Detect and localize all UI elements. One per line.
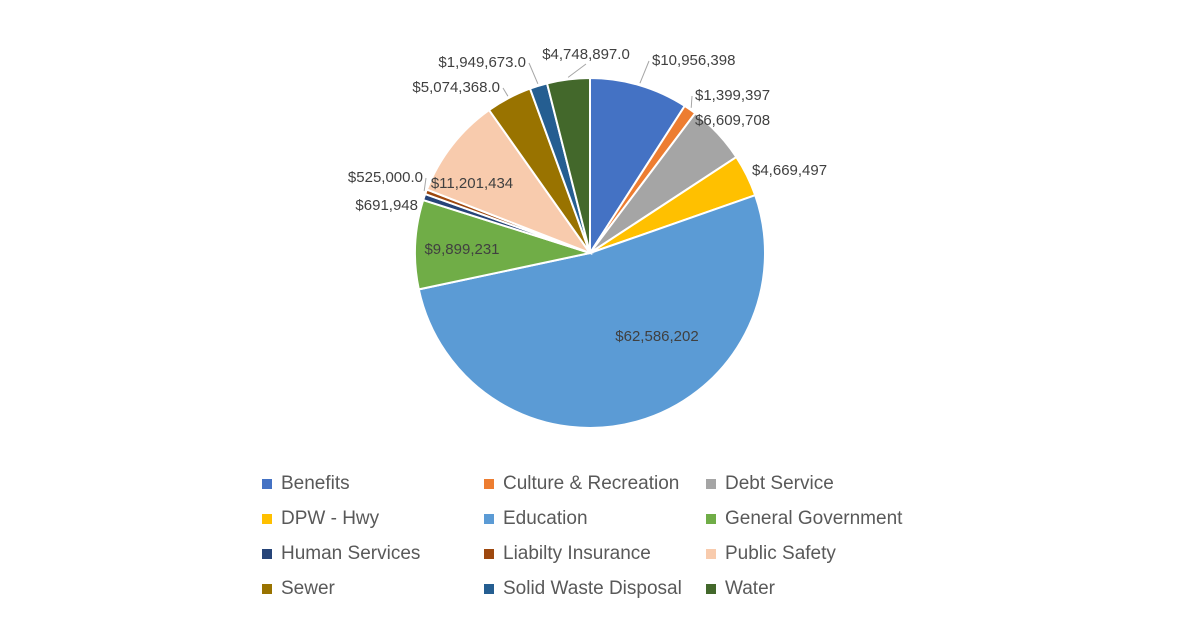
legend-item-liabilty-insurance: Liabilty Insurance [484,542,706,566]
pie-slice-education [417,193,766,429]
data-label-public-safety: $11,201,434 [431,175,513,192]
legend-swatch [706,514,716,524]
legend-label: DPW - Hwy [281,508,380,529]
legend-swatch [484,514,494,524]
legend-swatch [262,479,272,489]
legend-label: Solid Waste Disposal [503,578,682,599]
pie-slices [414,76,766,429]
legend-item-public-safety: Public Safety [706,542,936,566]
legend-label: Human Services [281,543,421,564]
leader-line-sewer [502,87,509,97]
legend-swatch [706,479,716,489]
data-label-dpw-hwy: $4,669,497 [752,162,827,179]
data-label-solid-waste-disposal: $1,949,673.0 [438,54,526,71]
legend-item-general-government: General Government [706,507,936,531]
data-label-water: $4,748,897.0 [542,46,630,63]
legend-swatch [484,584,494,594]
legend-label: Water [725,578,775,599]
leader-line-benefits [639,60,650,84]
data-label-liabilty-insurance: $525,000.0 [348,169,423,186]
legend-item-human-services: Human Services [262,542,484,566]
legend-label: Debt Service [725,473,834,494]
legend-label: Public Safety [725,543,836,564]
legend-swatch [706,549,716,559]
legend-label: Culture & Recreation [503,473,680,494]
pie-slice-general-government [414,198,594,291]
legend-label: Benefits [281,473,350,494]
leader-line-liabilty-insurance [423,177,427,192]
data-label-general-government: $9,899,231 [424,241,499,258]
leader-line-culture-and-recreation [690,95,693,108]
legend-item-benefits: Benefits [262,472,484,496]
legend-label: Sewer [281,578,335,599]
leader-line-water [567,63,587,78]
legend-label: Education [503,508,588,529]
pie-slice-benefits [589,76,687,257]
legend-label: General Government [725,508,903,529]
legend-item-solid-waste-disposal: Solid Waste Disposal [484,577,706,601]
legend-swatch [484,549,494,559]
legend-label: Liabilty Insurance [503,543,651,564]
pie-slice-public-safety [425,108,593,256]
legend-item-debt-service: Debt Service [706,472,936,496]
legend-item-education: Education [484,507,706,531]
leader-line-solid-waste-disposal [528,62,539,85]
data-label-sewer: $5,074,368.0 [412,79,500,96]
legend-swatch [262,584,272,594]
legend-swatch [262,549,272,559]
legend-swatch [262,514,272,524]
legend-swatch [706,584,716,594]
data-label-education: $62,586,202 [615,328,698,345]
data-label-culture-and-recreation: $1,399,397 [695,87,770,104]
pie-slice-water [545,76,591,254]
legend-item-sewer: Sewer [262,577,484,601]
data-label-debt-service: $6,609,708 [695,112,770,129]
data-label-human-services: $691,948 [355,197,418,214]
legend-item-water: Water [706,577,936,601]
legend-swatch [484,479,494,489]
data-label-benefits: $10,956,398 [652,52,735,69]
legend-item-culture-and-recreation: Culture & Recreation [484,472,706,496]
data-labels: $10,956,398 $1,399,397 $6,609,708 $4,669,49… [348,46,827,345]
leader-lines [423,60,693,192]
legend: Benefits Culture & Recreation Debt Service… [262,472,962,601]
legend-item-dpw-hwy: DPW - Hwy [262,507,484,531]
